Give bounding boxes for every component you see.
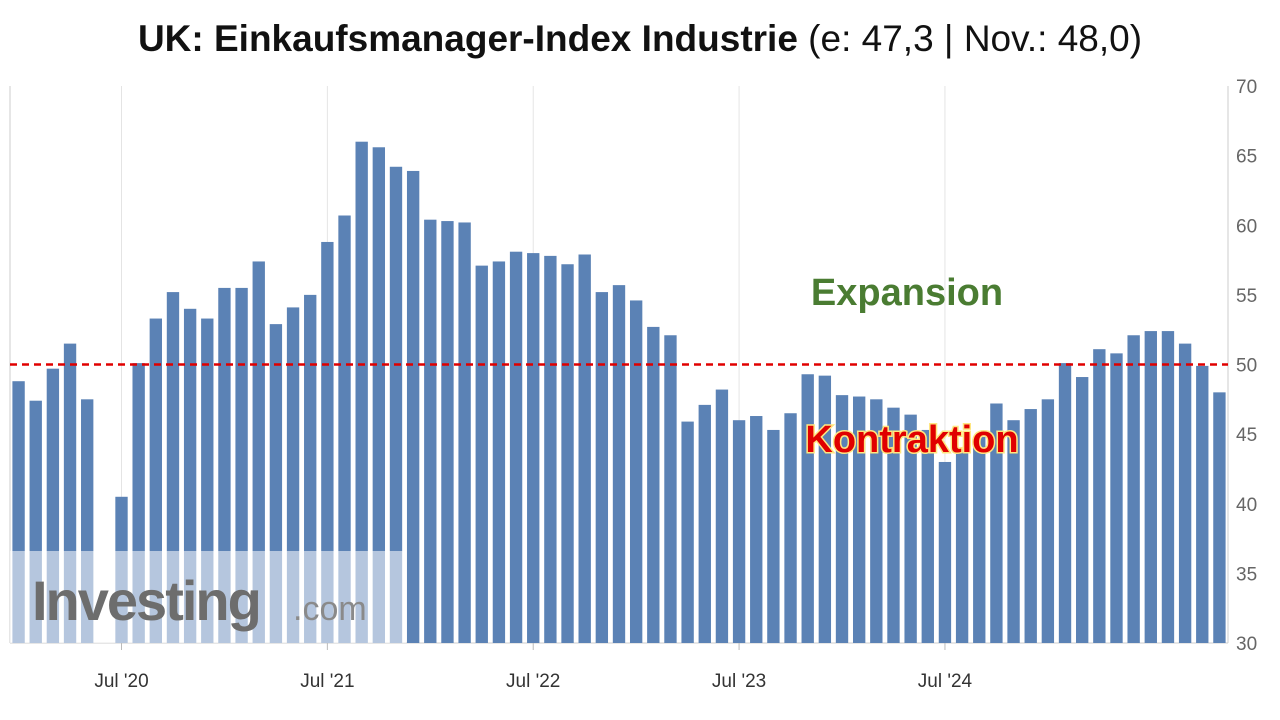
bar [1178,343,1192,643]
bar [973,436,986,643]
x-tick-label: Jul '21 [300,671,354,692]
contraction-label: Kontraktion [805,419,1018,461]
bar [492,261,506,643]
x-tick-label: Jul '23 [712,671,766,692]
x-tick-label: Jul '20 [94,671,148,692]
bar [561,264,574,643]
bar [424,219,437,643]
bar [338,215,351,643]
bar [372,147,386,643]
bar [767,429,780,643]
watermark-band [10,551,406,643]
watermark-overlay [10,551,406,643]
bar [595,292,609,643]
title-sub: (e: 47,3 | Nov.: 48,0) [797,18,1143,59]
y-tick-label: 50 [1236,356,1257,377]
x-tick-label: Jul '22 [506,671,560,692]
bar [578,254,591,643]
bar [1007,420,1020,643]
bar [698,404,711,643]
bar [870,399,883,643]
bar [681,421,694,643]
bar [921,429,934,643]
y-tick-label: 60 [1236,216,1257,237]
bar [750,416,763,643]
bar [389,166,403,643]
bar [801,374,814,643]
bar [1127,335,1140,643]
bar [1213,392,1226,643]
x-tick-label: Jul '24 [918,671,973,692]
bar [355,141,368,643]
bar [647,326,660,643]
bar [852,396,866,643]
bar [544,255,557,643]
investing-logo: Investing .com [32,569,367,632]
y-tick-label: 45 [1236,425,1257,446]
bar [664,335,677,643]
bar [406,170,420,643]
bar [252,261,265,643]
bar [904,414,917,643]
y-tick-label: 55 [1236,286,1257,307]
bar [1110,353,1123,643]
bar [475,265,488,643]
bar [990,403,1003,643]
bar [1076,377,1089,643]
watermark-brand: Investing [32,569,260,632]
bar [732,420,746,643]
bar [938,461,952,643]
y-tick-label: 70 [1236,77,1257,98]
bar [715,389,729,643]
y-axis: 30 35 40 45 50 55 60 65 70 [1236,77,1257,655]
bar [458,222,471,643]
y-tick-label: 30 [1236,634,1257,655]
bar [784,413,797,643]
bar [321,241,334,643]
expansion-label: Expansion [811,272,1003,314]
bar [441,221,454,643]
bar [527,253,540,643]
bar [1041,399,1055,643]
bar [1161,331,1175,643]
bar [1196,365,1209,643]
bar [818,375,832,643]
x-axis: Jul '20 Jul '21 Jul '22 Jul '23 Jul '24 [94,643,973,692]
bar [835,395,849,643]
watermark-suffix: .com [293,590,367,628]
y-tick-label: 40 [1236,495,1257,516]
y-tick-label: 35 [1236,564,1257,585]
bar [1058,363,1072,643]
y-tick-label: 65 [1236,147,1257,168]
chart-title: UK: Einkaufsmanager-Index Industrie (e: … [0,18,1280,60]
bar [1144,331,1157,643]
title-main: UK: Einkaufsmanager-Index Industrie [137,18,798,59]
bar [509,251,523,643]
bar [955,449,969,643]
bar [887,407,900,643]
bar [1024,409,1037,643]
bar [629,300,643,643]
bar [612,285,626,643]
bar [1093,349,1106,643]
